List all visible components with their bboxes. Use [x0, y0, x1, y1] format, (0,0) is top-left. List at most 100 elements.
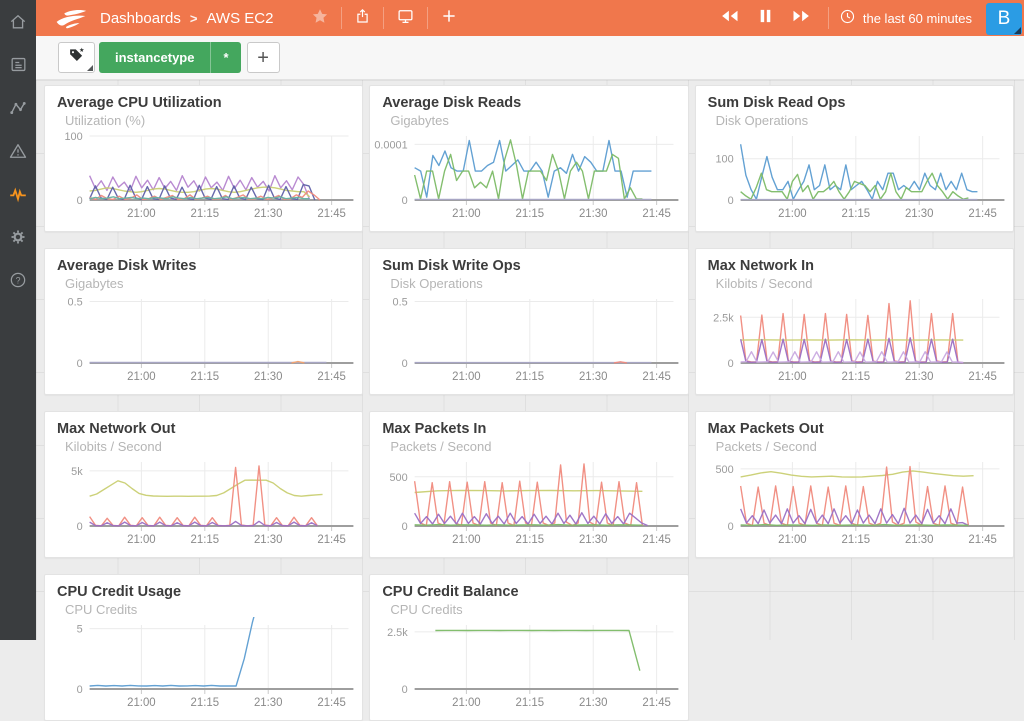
rewind-button[interactable] [711, 0, 749, 36]
clock-icon [839, 8, 863, 28]
rewind-icon [721, 9, 739, 28]
x-tick-label: 21:00 [778, 534, 807, 546]
sidebar-item-help[interactable]: ? [0, 258, 36, 301]
add-filter-button[interactable]: + [247, 42, 280, 73]
chart-card[interactable]: Sum Disk Write Ops Disk Operations 21:00… [369, 248, 688, 395]
time-range-label: the last 60 minutes [863, 11, 972, 26]
tv-mode-button[interactable] [384, 0, 427, 36]
favorite-star-button[interactable] [299, 0, 341, 36]
dashboard-actions [299, 0, 470, 36]
time-playback-controls [711, 0, 820, 36]
add-chart-button[interactable] [428, 0, 470, 36]
y-zero-label: 0 [402, 521, 408, 533]
series-line-olive [740, 471, 973, 477]
chart-plot: 21:0021:1521:3021:452.5k0 [696, 291, 1013, 391]
x-tick-label: 21:00 [452, 371, 481, 383]
tag-filter-button[interactable] [58, 42, 95, 73]
x-tick-label: 21:45 [317, 371, 346, 383]
chart-card[interactable]: Max Packets Out Packets / Second 21:0021… [695, 411, 1014, 558]
pause-button[interactable] [749, 0, 782, 36]
x-tick-label: 21:30 [254, 208, 283, 220]
x-tick-label: 21:45 [317, 697, 346, 709]
chart-card[interactable]: CPU Credit Balance CPU Credits 21:0021:1… [369, 574, 688, 721]
chart-plot: 21:0021:1521:3021:4550 [45, 617, 362, 717]
sidebar-item-metrics[interactable] [0, 86, 36, 129]
share-button[interactable] [342, 0, 383, 36]
chart-card[interactable]: Max Network Out Kilobits / Second 21:002… [44, 411, 363, 558]
x-tick-label: 21:30 [905, 371, 934, 383]
sidebar-item-home[interactable] [0, 0, 36, 43]
solarwinds-logo[interactable] [52, 4, 92, 32]
y-axis-label: 5k [71, 466, 83, 478]
y-zero-label: 0 [727, 521, 733, 533]
x-tick-label: 21:45 [317, 534, 346, 546]
chart-unit: Packets / Second [390, 439, 675, 454]
chart-unit: Gigabytes [65, 276, 350, 291]
series-line-olive [90, 480, 323, 496]
chart-plot: 21:00 21:15 21:30 21:45 5k 0 [45, 454, 362, 554]
pulse-icon [7, 183, 29, 205]
time-range-selector[interactable]: the last 60 minutes [839, 8, 972, 28]
x-tick-label: 21:00 [778, 371, 807, 383]
share-icon [354, 7, 371, 30]
y-zero-label: 0 [77, 521, 83, 533]
x-tick-label: 21:15 [191, 697, 220, 709]
chart-title: Average Disk Reads [382, 95, 675, 111]
breadcrumb-current-page[interactable]: AWS EC2 [206, 10, 273, 27]
series-line-purple [740, 508, 968, 525]
x-tick-label: 21:45 [968, 208, 997, 220]
plus-icon [440, 7, 458, 30]
chart-card[interactable]: CPU Credit Usage CPU Credits 21:0021:152… [44, 574, 363, 721]
x-tick-label: 21:30 [579, 534, 608, 546]
chart-card[interactable]: Max Packets In Packets / Second 21:00 21:… [369, 411, 688, 558]
sidebar-item-pulse[interactable] [0, 172, 36, 215]
y-zero-label: 0 [77, 684, 83, 696]
x-tick-label: 21:15 [191, 534, 220, 546]
chart-plot: 21:0021:1521:3021:451000 [45, 128, 362, 228]
y-zero-label: 0 [402, 358, 408, 370]
user-avatar[interactable]: B [986, 3, 1022, 35]
chart-card[interactable]: Average Disk Reads Gigabytes 21:0021:152… [369, 85, 688, 232]
x-tick-label: 21:00 [127, 534, 156, 546]
y-zero-label: 0 [727, 195, 733, 207]
top-bar: Dashboards > AWS EC2 the [36, 0, 1024, 36]
x-tick-label: 21:30 [254, 534, 283, 546]
chart-title: Max Packets Out [708, 421, 1001, 437]
sidebar-item-dashboards[interactable] [0, 43, 36, 86]
x-tick-label: 21:15 [516, 371, 545, 383]
y-zero-label: 0 [77, 195, 83, 207]
y-axis-label: 2.5k [713, 312, 734, 324]
chart-title: Max Network Out [57, 421, 350, 437]
sidebar-item-alerts[interactable] [0, 129, 36, 172]
x-tick-label: 21:15 [516, 697, 545, 709]
chart-card[interactable]: Average CPU Utilization Utilization (%) … [44, 85, 363, 232]
chart-plot: 21:0021:1521:3021:450.50 [45, 291, 362, 391]
chart-title: Max Network In [708, 258, 1001, 274]
chart-title: Average Disk Writes [57, 258, 350, 274]
chart-card[interactable]: Average Disk Writes Gigabytes 21:0021:15… [44, 248, 363, 395]
x-tick-label: 21:15 [841, 208, 870, 220]
series-line-blue [90, 617, 261, 686]
x-tick-label: 21:30 [579, 208, 608, 220]
y-axis-label: 100 [715, 154, 733, 166]
y-axis-label: 0.0001 [375, 139, 408, 151]
svg-text:?: ? [16, 275, 21, 285]
chart-plot: 21:0021:1521:3021:452.5k0 [370, 617, 687, 717]
sidebar-item-settings[interactable] [0, 215, 36, 258]
breadcrumb-dashboards[interactable]: Dashboards [100, 10, 181, 27]
chart-plot: 21:0021:1521:3021:450.50 [370, 291, 687, 391]
help-icon: ? [8, 270, 28, 290]
fast-forward-button[interactable] [782, 0, 820, 36]
chart-title: Sum Disk Read Ops [708, 95, 1001, 111]
dashboards-icon [9, 55, 28, 74]
filter-pill-instancetype[interactable]: instancetype * [99, 42, 241, 73]
y-axis-label: 100 [65, 131, 83, 143]
x-tick-label: 21:00 [452, 534, 481, 546]
chart-title: Max Packets In [382, 421, 675, 437]
chart-title: Average CPU Utilization [57, 95, 350, 111]
x-tick-label: 21:45 [317, 208, 346, 220]
chart-card[interactable]: Sum Disk Read Ops Disk Operations 21:002… [695, 85, 1014, 232]
chart-card[interactable]: Max Network In Kilobits / Second 21:0021… [695, 248, 1014, 395]
x-tick-label: 21:15 [191, 371, 220, 383]
x-tick-label: 21:00 [127, 208, 156, 220]
